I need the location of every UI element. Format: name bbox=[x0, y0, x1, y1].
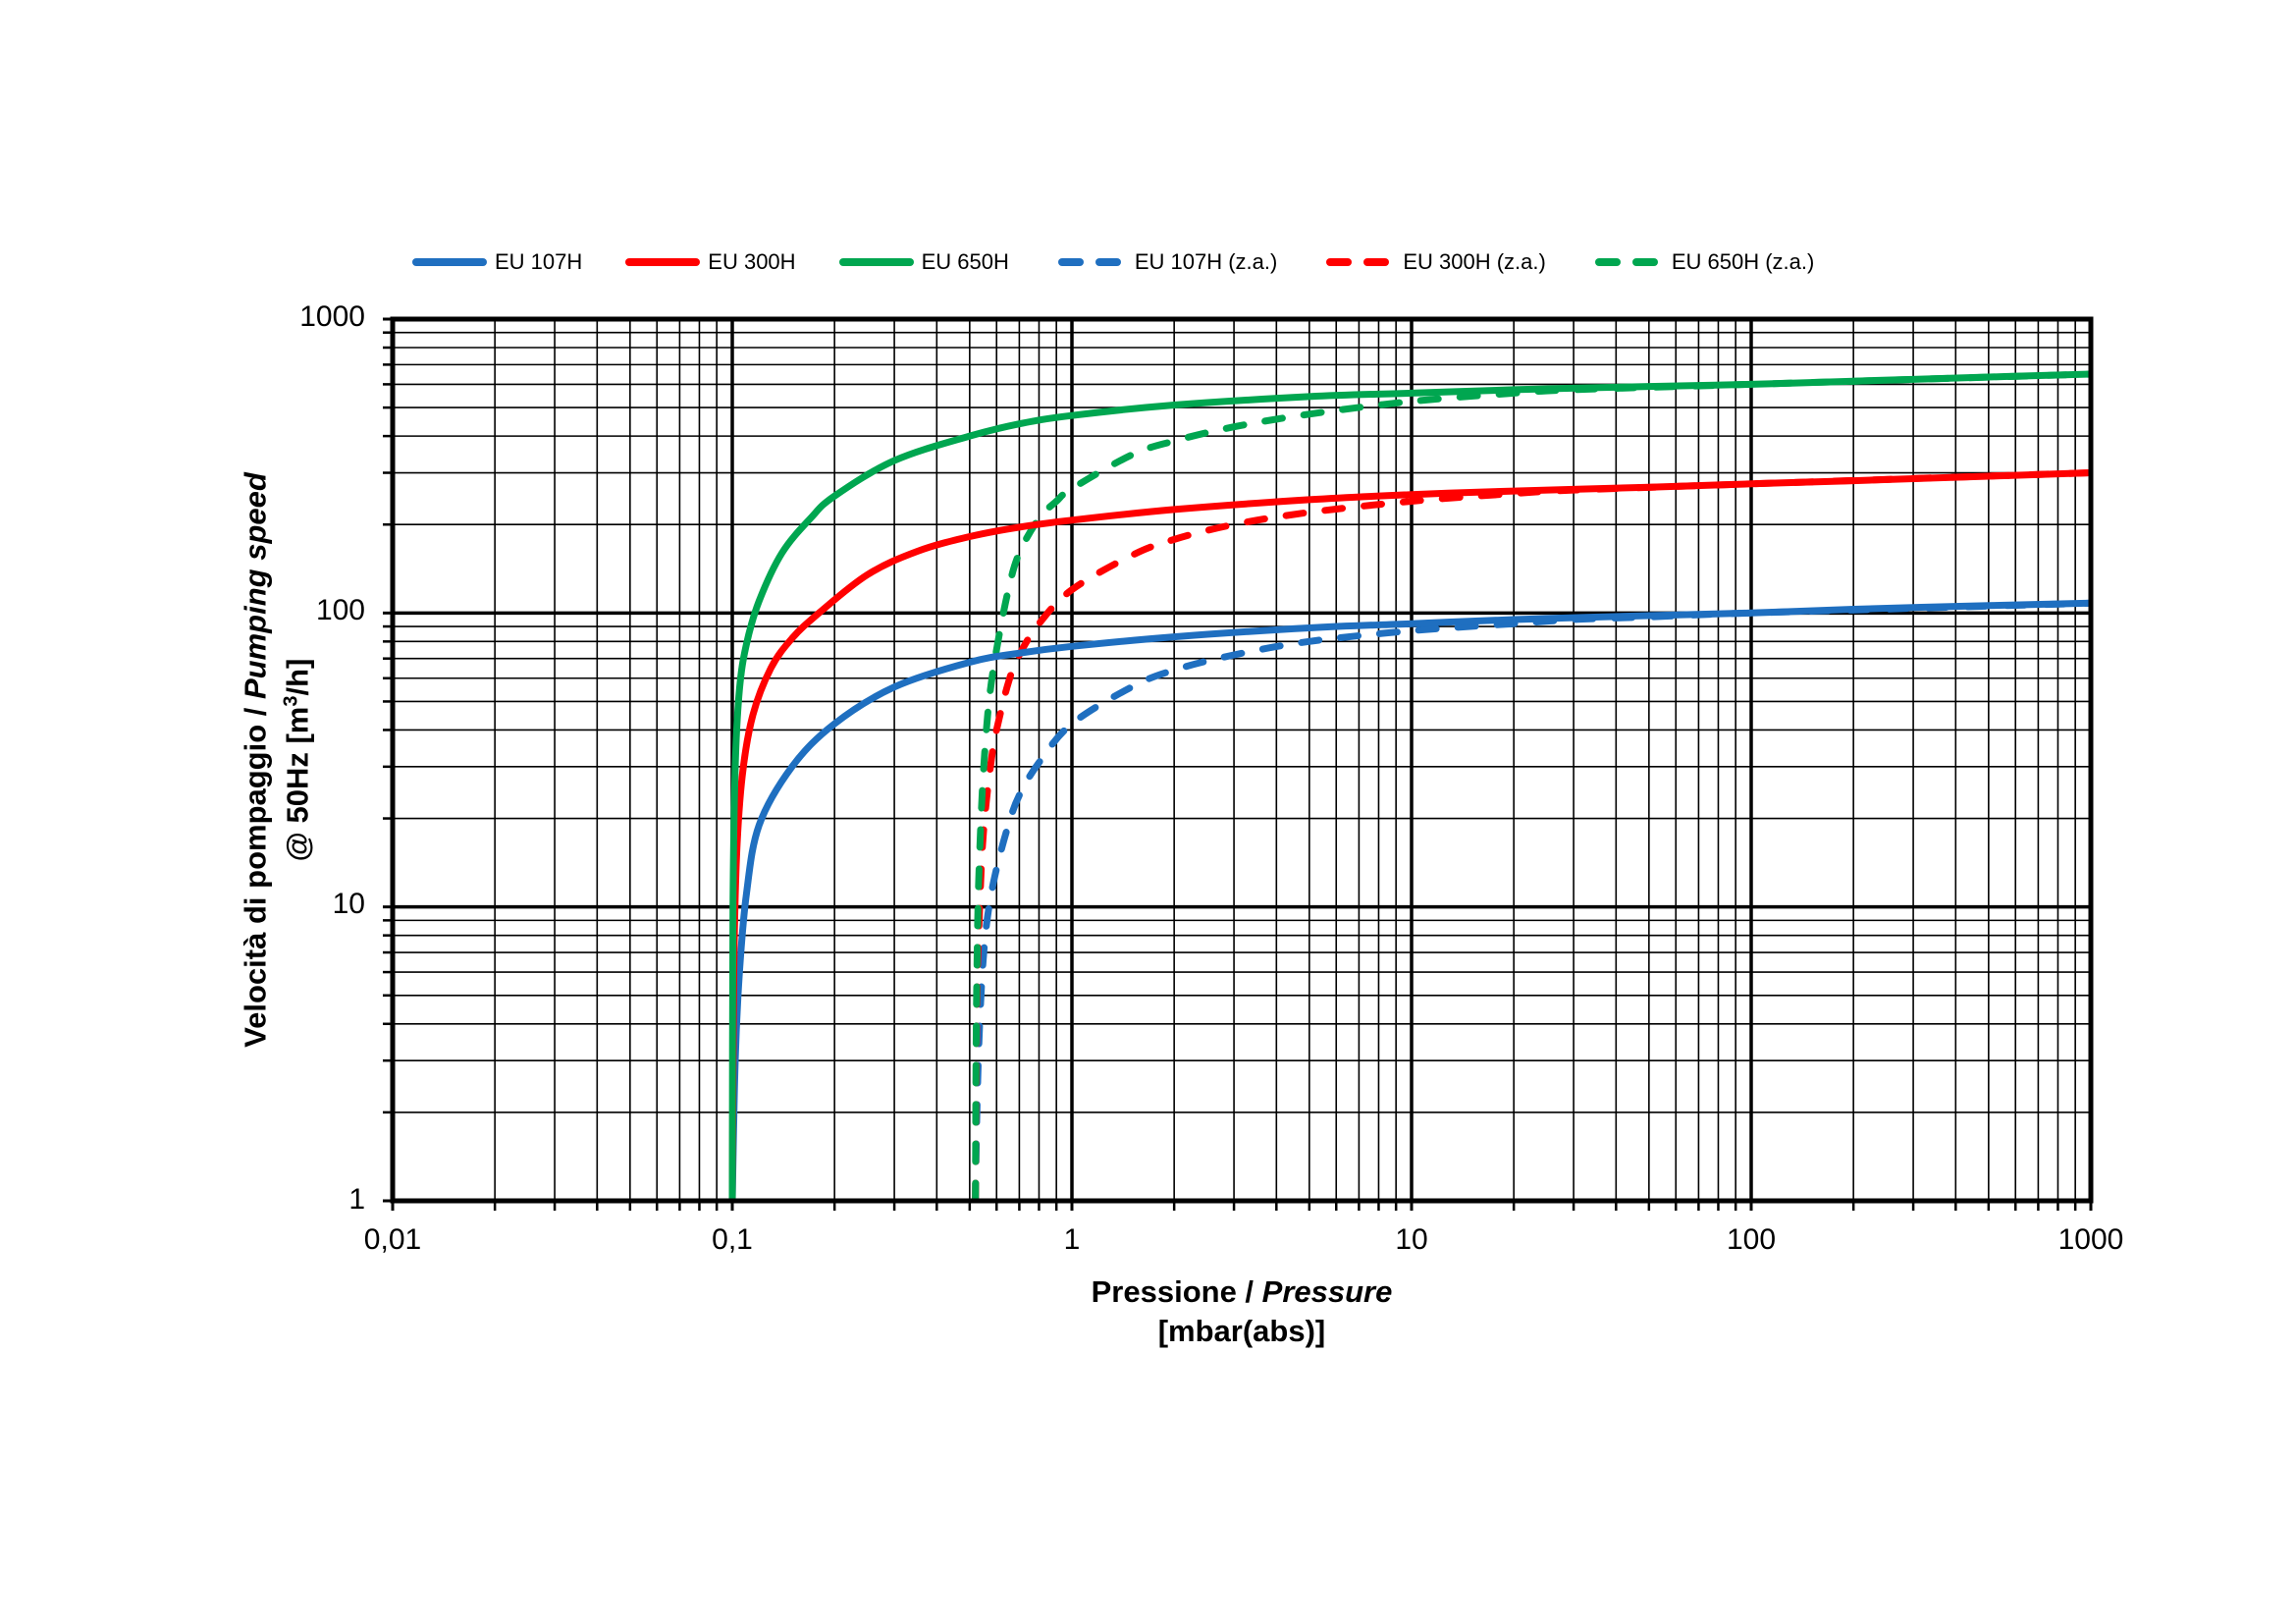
legend-swatch-solid-icon bbox=[625, 257, 701, 267]
x-axis-label-text: Pressione / bbox=[1091, 1274, 1262, 1309]
series-eu-650h-z-a bbox=[972, 370, 2091, 1201]
y-axis-unit-post: /h] bbox=[280, 658, 315, 696]
legend-label: EU 300H bbox=[708, 249, 796, 274]
legend-item-eu107h-za[interactable]: EU 107H (z.a.) bbox=[1052, 249, 1278, 275]
legend-swatch-dashed-icon bbox=[1052, 257, 1127, 267]
legend: EU 107H EU 300H EU 650H EU 107H (z.a.) E… bbox=[412, 247, 1857, 277]
y-axis-label: Velocità di pompaggio / Pumping speed @ … bbox=[238, 472, 315, 1048]
y-tick-label-1: 1 bbox=[348, 1183, 365, 1216]
plot-frame bbox=[390, 316, 2094, 1204]
legend-label: EU 650H (z.a.) bbox=[1671, 249, 1815, 274]
legend-swatch-solid-icon bbox=[412, 257, 487, 267]
x-tick-label-0.1: 0,1 bbox=[712, 1223, 753, 1256]
legend-item-eu107h[interactable]: EU 107H bbox=[412, 249, 582, 275]
legend-label: EU 650H bbox=[921, 249, 1009, 274]
legend-item-eu650h-za[interactable]: EU 650H (z.a.) bbox=[1589, 249, 1815, 275]
x-tick-label-10: 10 bbox=[1395, 1223, 1428, 1256]
x-axis-label: Pressione / Pressure [mbar(abs)] bbox=[1092, 1272, 1393, 1351]
legend-swatch-solid-icon bbox=[838, 257, 914, 267]
legend-label: EU 107H (z.a.) bbox=[1134, 249, 1278, 274]
grid-minor bbox=[393, 319, 2091, 1201]
grid-major bbox=[393, 319, 2091, 1201]
series-eu-650h bbox=[728, 370, 2091, 1201]
series-eu-107h-z-a bbox=[972, 599, 2091, 1201]
series-eu-300h bbox=[728, 469, 2091, 1201]
x-axis-label-italic: Pressure bbox=[1261, 1274, 1393, 1309]
legend-swatch-dashed-icon bbox=[1589, 257, 1664, 267]
legend-item-eu300h[interactable]: EU 300H bbox=[625, 249, 796, 275]
y-axis-label-italic: Pumping speed bbox=[238, 472, 273, 699]
legend-label: EU 107H bbox=[495, 249, 583, 274]
y-axis-unit-sup: 3 bbox=[280, 695, 302, 707]
y-axis-label-text: Velocità di pompaggio / bbox=[238, 698, 273, 1048]
x-tick-label-1000: 1000 bbox=[2057, 1223, 2124, 1256]
x-tick-label-100: 100 bbox=[1726, 1223, 1777, 1256]
y-tick-label-1000: 1000 bbox=[299, 300, 365, 333]
y-tick-label-100: 100 bbox=[315, 594, 365, 626]
tick-marks bbox=[383, 317, 2093, 1211]
y-tick-label-10: 10 bbox=[332, 888, 365, 920]
x-axis-unit: [mbar(abs)] bbox=[1157, 1314, 1326, 1348]
y-axis-unit-text: @ 50Hz [m bbox=[280, 706, 315, 862]
series-eu-300h-z-a bbox=[972, 469, 2091, 1201]
legend-item-eu300h-za[interactable]: EU 300H (z.a.) bbox=[1320, 249, 1546, 275]
legend-swatch-dashed-icon bbox=[1320, 257, 1395, 267]
legend-item-eu650h[interactable]: EU 650H bbox=[838, 249, 1009, 275]
series-layer bbox=[728, 370, 2091, 1201]
legend-label: EU 300H (z.a.) bbox=[1403, 249, 1546, 274]
x-tick-label-0.01: 0,01 bbox=[363, 1223, 422, 1256]
x-tick-label-1: 1 bbox=[1063, 1223, 1081, 1256]
series-eu-107h bbox=[728, 599, 2091, 1201]
